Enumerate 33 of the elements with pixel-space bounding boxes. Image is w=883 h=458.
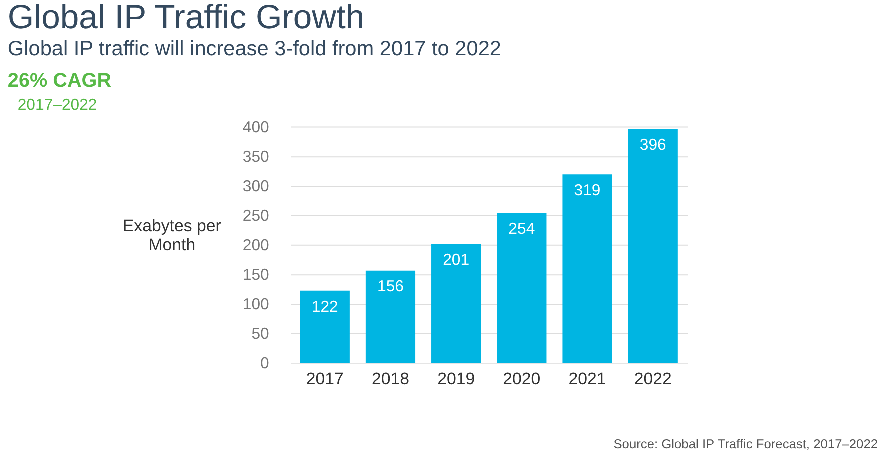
y-tick-label: 150 — [242, 266, 270, 284]
x-tick-label: 2022 — [634, 369, 672, 388]
x-tick-label: 2021 — [568, 369, 606, 388]
bar — [432, 244, 482, 363]
bar — [366, 270, 416, 363]
chart-subtitle: Global IP traffic will increase 3-fold from 2017 to 2022 — [8, 37, 502, 60]
bar — [628, 129, 678, 363]
bar — [562, 174, 612, 363]
y-tick-label: 200 — [242, 237, 270, 254]
y-tick-label: 100 — [242, 296, 270, 314]
x-tick-label: 2020 — [503, 369, 541, 388]
y-tick-label: 0 — [260, 355, 270, 372]
data-label: 319 — [574, 182, 601, 200]
y-tick-label: 50 — [252, 326, 270, 343]
data-label: 122 — [312, 298, 339, 316]
data-label: 156 — [377, 278, 404, 296]
source-note: Source: Global IP Traffic Forecast, 2017–2022 — [614, 436, 878, 452]
y-tick-label: 400 — [242, 119, 270, 136]
data-label: 396 — [640, 137, 667, 154]
y-tick-label: 350 — [242, 148, 270, 166]
chart-title: Global IP Traffic Growth — [8, 0, 365, 37]
text: 26% CAGR — [8, 70, 112, 92]
text: 2017–2022 — [18, 96, 98, 114]
y-tick-label: 250 — [242, 208, 270, 225]
data-label: 201 — [443, 252, 470, 270]
x-tick-label: 2018 — [372, 369, 410, 388]
bar — [300, 290, 350, 363]
bar — [497, 212, 547, 363]
x-tick-label: 2017 — [306, 369, 344, 388]
x-tick-label: 2019 — [438, 369, 476, 388]
data-label: 254 — [508, 220, 536, 238]
y-tick-label: 300 — [242, 178, 270, 196]
y-axis-title: Exabytes per Month — [122, 216, 222, 254]
